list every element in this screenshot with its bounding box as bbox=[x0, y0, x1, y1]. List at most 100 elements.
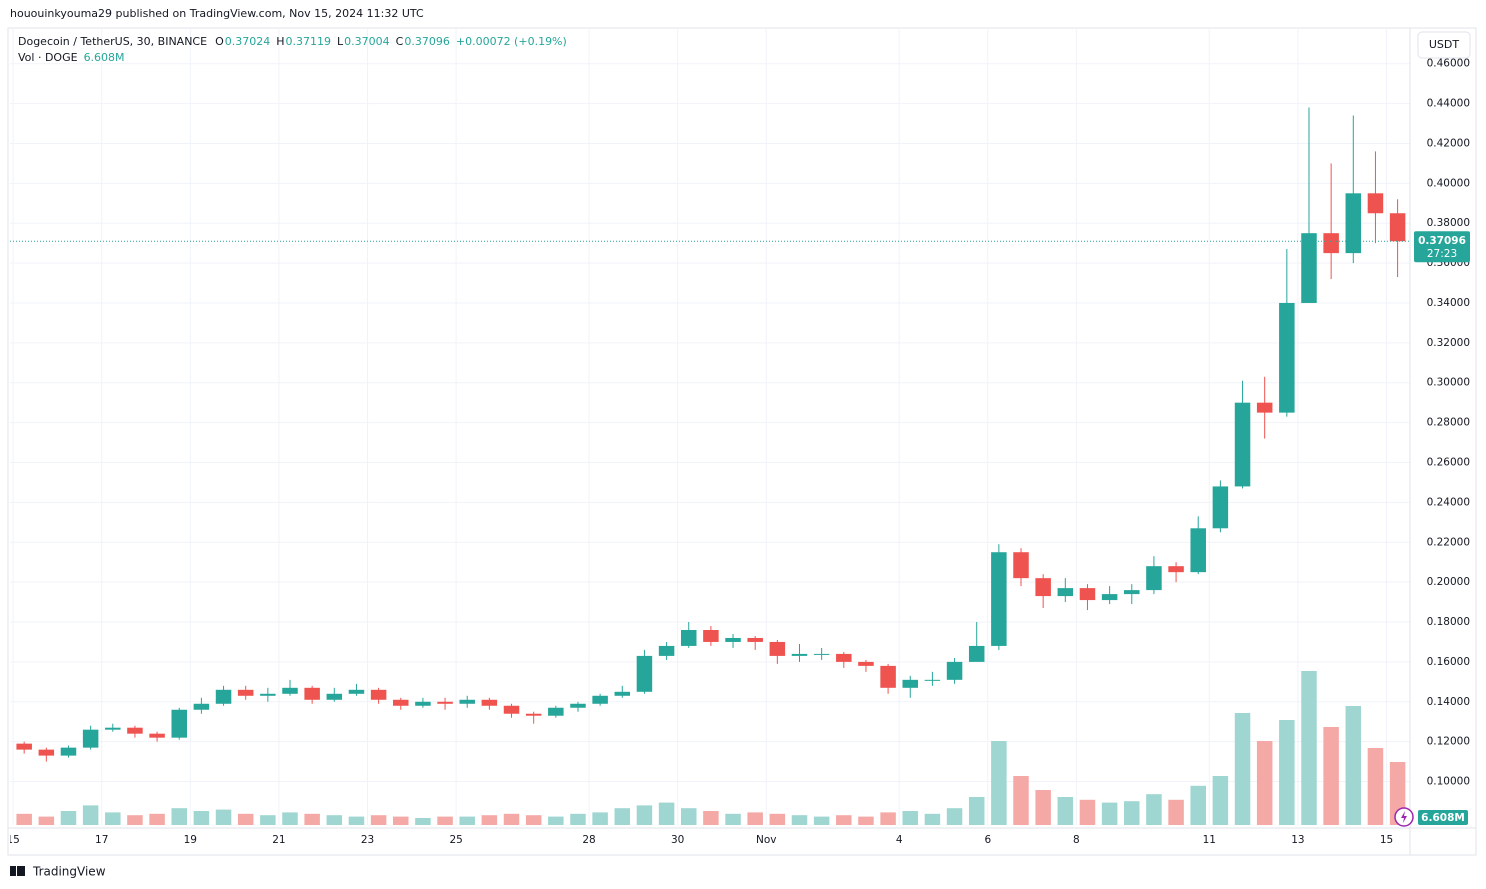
volume-bar bbox=[415, 818, 431, 825]
candle-body bbox=[370, 689, 387, 700]
x-tick-label: 28 bbox=[582, 834, 595, 846]
volume-bar bbox=[193, 811, 210, 825]
candle-body bbox=[570, 703, 586, 708]
y-tick-label: 0.14000 bbox=[1427, 696, 1470, 708]
volume-bar bbox=[880, 812, 896, 825]
candle-body bbox=[880, 665, 896, 688]
candle-body bbox=[215, 689, 232, 704]
volume-bar bbox=[946, 808, 963, 825]
volume-bar bbox=[1367, 748, 1384, 825]
ohlc-value: 0.37004 bbox=[344, 35, 390, 48]
y-tick-label: 0.12000 bbox=[1427, 736, 1470, 748]
volume-bar bbox=[1035, 790, 1051, 825]
y-tick-label: 0.38000 bbox=[1427, 217, 1470, 229]
candle-body bbox=[968, 645, 985, 662]
volume-bar bbox=[127, 815, 143, 825]
volume-bar bbox=[1279, 720, 1295, 825]
x-tick-label: 21 bbox=[272, 834, 285, 846]
volume-bar bbox=[326, 815, 343, 825]
symbol-title: Dogecoin / TetherUS, 30, BINANCE bbox=[18, 35, 207, 48]
candle-body bbox=[16, 743, 32, 750]
candle-body bbox=[703, 629, 719, 642]
volume-bar bbox=[1168, 799, 1184, 825]
candle-body bbox=[260, 693, 276, 696]
volume-bar bbox=[570, 813, 586, 825]
candle-body bbox=[393, 699, 409, 706]
x-tick-label: 11 bbox=[1203, 834, 1216, 846]
x-tick-label: 6 bbox=[984, 834, 991, 846]
volume-bar bbox=[503, 813, 520, 825]
candle-body bbox=[991, 552, 1007, 646]
candle-body bbox=[924, 679, 941, 681]
candle-body bbox=[1101, 594, 1118, 601]
y-tick-label: 0.40000 bbox=[1427, 177, 1470, 189]
volume-bar bbox=[1013, 776, 1029, 825]
volume-bar bbox=[38, 816, 55, 825]
volume-bar bbox=[1256, 741, 1273, 825]
candle-body bbox=[1057, 588, 1074, 597]
brand-name: TradingView bbox=[32, 865, 106, 879]
volume-bar bbox=[1190, 785, 1206, 825]
volume-bar bbox=[237, 813, 254, 825]
candle-body bbox=[481, 699, 498, 706]
volume-bar bbox=[636, 805, 653, 825]
candle-body bbox=[836, 653, 852, 662]
ohlc-value: 0.37024 bbox=[225, 35, 271, 48]
currency-button[interactable] bbox=[1417, 31, 1471, 59]
ohlc-letter: L bbox=[337, 35, 344, 48]
volume-label: Vol · DOGE bbox=[18, 51, 78, 64]
volume-bar bbox=[836, 815, 852, 825]
volume-bar bbox=[1146, 794, 1162, 825]
volume-bar bbox=[1234, 713, 1251, 825]
volume-value: 6.608M bbox=[84, 51, 125, 64]
logo bbox=[10, 866, 16, 876]
y-tick-label: 0.42000 bbox=[1427, 137, 1470, 149]
candle-body bbox=[1345, 193, 1362, 254]
candle-body bbox=[1212, 486, 1229, 529]
volume-bar bbox=[1301, 671, 1317, 825]
candle-body bbox=[1256, 402, 1273, 413]
alert-bolt bbox=[1401, 811, 1407, 823]
volume-bar bbox=[370, 815, 387, 825]
ohlc-change: +0.00072 (+0.19%) bbox=[456, 35, 567, 48]
currency[interactable]: USDT bbox=[1429, 38, 1460, 51]
volume-bar bbox=[149, 813, 165, 825]
volume-bar bbox=[592, 812, 608, 825]
x-tick-label: 30 bbox=[671, 834, 684, 846]
candle-body bbox=[237, 689, 254, 696]
y-tick-label: 0.24000 bbox=[1427, 496, 1470, 508]
y-tick-label: 0.20000 bbox=[1427, 576, 1470, 588]
volume-bar bbox=[481, 815, 498, 825]
volume-bar bbox=[902, 811, 919, 825]
candle-body bbox=[1234, 402, 1251, 487]
candle-body bbox=[813, 653, 830, 655]
candle-body bbox=[636, 655, 653, 692]
ohlc-letter: H bbox=[276, 35, 284, 48]
volume-bar bbox=[437, 816, 453, 825]
x-tick-label: 25 bbox=[449, 834, 462, 846]
volume-bar bbox=[459, 816, 475, 825]
volume-bar bbox=[525, 815, 542, 825]
publisher: hououinkyouma29 published on TradingView… bbox=[10, 7, 424, 20]
candle-body bbox=[614, 691, 631, 696]
volume-bar bbox=[82, 805, 99, 825]
grid bbox=[10, 28, 1410, 825]
volume-bar bbox=[393, 816, 409, 825]
volume-bar bbox=[304, 813, 320, 825]
volume-bar bbox=[1057, 797, 1074, 825]
volume-bar bbox=[614, 808, 631, 825]
volume-bar bbox=[813, 816, 830, 825]
countdown: 27:23 bbox=[1427, 248, 1457, 260]
volume-bar bbox=[215, 809, 232, 825]
candle-body bbox=[592, 695, 608, 704]
candle-body bbox=[1190, 528, 1206, 573]
volume-bar bbox=[60, 811, 77, 825]
candle-body bbox=[82, 729, 99, 748]
ohlc-value: 0.37096 bbox=[404, 35, 450, 48]
volume-tag bbox=[1418, 810, 1468, 825]
y-tick-label: 0.16000 bbox=[1427, 656, 1470, 668]
candle-pane bbox=[10, 107, 1410, 762]
volume-bar bbox=[791, 815, 808, 825]
volume-bar bbox=[171, 808, 187, 825]
y-tick-label: 0.34000 bbox=[1427, 297, 1470, 309]
